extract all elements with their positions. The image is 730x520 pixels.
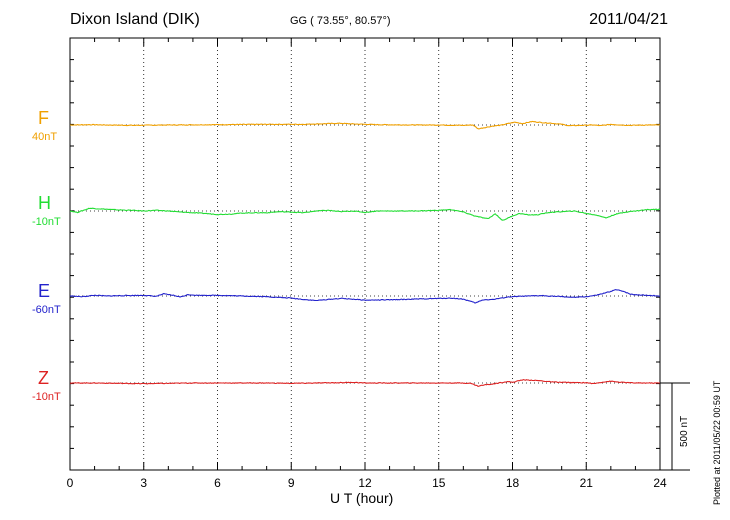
component-name-f: F <box>38 108 49 128</box>
component-name-h: H <box>38 193 51 213</box>
x-tick-label: 24 <box>653 476 667 490</box>
x-tick-label: 0 <box>66 476 74 490</box>
x-axis-label: U T (hour) <box>330 490 394 506</box>
series-line-z <box>69 379 660 387</box>
series-line-e <box>69 289 661 304</box>
station-coordinates: GG ( 73.55°, 80.57°) <box>290 15 391 27</box>
component-name-e: E <box>38 281 51 301</box>
component-baseline-z: -10nT <box>32 391 61 403</box>
grid-lines <box>70 38 660 470</box>
scale-bar-label: 500 nT <box>679 415 690 447</box>
x-tick-label: 15 <box>432 476 446 490</box>
scale-bar <box>660 382 690 471</box>
x-tick-label: 9 <box>287 476 295 490</box>
x-tick-label: 21 <box>579 476 593 490</box>
component-baseline-f: 40nT <box>32 131 58 143</box>
station-title: Dixon Island (DIK) <box>70 11 200 28</box>
series-line-h <box>69 207 661 221</box>
x-tick-label: 6 <box>214 476 221 490</box>
x-tick-label: 3 <box>140 476 148 490</box>
plotted-timestamp: Plotted at 2011/05/22 00:59 UT <box>712 380 722 505</box>
plot-date: 2011/04/21 <box>589 11 668 28</box>
x-tick-label: 12 <box>358 476 372 490</box>
series-layer <box>69 120 661 387</box>
component-name-z: Z <box>38 368 49 388</box>
series-line-f <box>69 120 661 130</box>
component-baseline-h: -10nT <box>32 216 61 228</box>
component-baseline-e: -60nT <box>32 304 61 316</box>
x-tick-label: 18 <box>505 476 520 490</box>
